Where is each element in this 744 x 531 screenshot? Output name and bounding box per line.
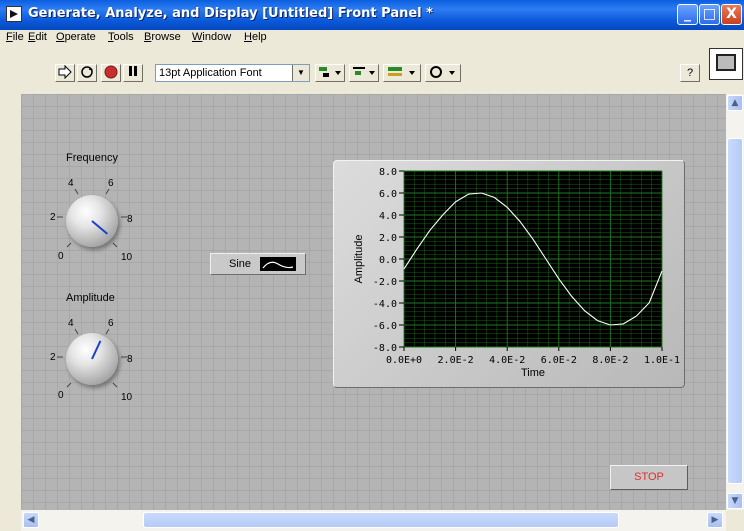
- distribute-objects-button[interactable]: [349, 64, 379, 82]
- y-tick-label: 4.0: [379, 211, 397, 222]
- amplitude-tick-4: 4: [68, 318, 74, 329]
- y-tick-label: 2.0: [379, 233, 397, 244]
- frequency-knob[interactable]: [66, 195, 118, 247]
- y-tick-label: 8.0: [379, 167, 397, 178]
- minimize-button[interactable]: _: [677, 4, 698, 25]
- amplitude-tick-8: 8: [127, 354, 133, 365]
- waveform-graph[interactable]: 8.0 6.0 4.0 2.0 0.0 -2.0 -4.0 -6.0 -8.0 0.0E+0 2.0…: [333, 160, 685, 388]
- menu-tools[interactable]: Tools: [108, 31, 134, 43]
- scroll-right-icon[interactable]: ▶: [707, 512, 723, 528]
- amplitude-tick-6: 6: [108, 318, 114, 329]
- align-objects-button[interactable]: [315, 64, 345, 82]
- resize-objects-icon: [388, 67, 415, 76]
- vertical-scrollbar[interactable]: ▲ ▼: [726, 94, 744, 510]
- x-tick-label: 2.0E-2: [438, 355, 474, 366]
- close-button[interactable]: X: [721, 4, 742, 25]
- scroll-left-icon[interactable]: ◀: [23, 512, 39, 528]
- menu-edit[interactable]: Edit: [28, 31, 47, 43]
- run-button[interactable]: [55, 64, 75, 82]
- y-tick-label: -6.0: [373, 321, 397, 332]
- chevron-down-icon: ▼: [292, 65, 309, 81]
- abort-button[interactable]: [101, 64, 121, 82]
- signal-type-selector[interactable]: Sine: [210, 253, 306, 275]
- y-tick-label: 6.0: [379, 189, 397, 200]
- x-tick-label: 6.0E-2: [541, 355, 577, 366]
- frequency-tick-4: 4: [68, 178, 74, 189]
- abort-icon: [104, 65, 118, 79]
- y-tick-label: -8.0: [373, 343, 397, 354]
- waveform-chart: 8.0 6.0 4.0 2.0 0.0 -2.0 -4.0 -6.0 -8.00.0E+0 2.0…: [353, 167, 680, 379]
- run-continuously-icon: [81, 66, 93, 78]
- align-objects-icon: [319, 67, 341, 77]
- font-selector[interactable]: 13pt Application Font ▼: [155, 64, 310, 82]
- pause-icon: [129, 66, 137, 76]
- menu-browse[interactable]: Browse: [144, 31, 181, 43]
- run-continuously-button[interactable]: [77, 64, 97, 82]
- frequency-tick-8: 8: [127, 214, 133, 225]
- amplitude-knob-needle: [91, 340, 102, 360]
- menu-operate[interactable]: Operate: [56, 31, 96, 43]
- help-button[interactable]: ?: [680, 64, 700, 82]
- horizontal-scrollbar[interactable]: ◀ ▶: [21, 510, 726, 531]
- menu-window[interactable]: Window: [192, 31, 232, 43]
- vertical-scroll-thumb[interactable]: [727, 138, 743, 484]
- title-bar: Generate, Analyze, and Display [Untitled…: [0, 0, 744, 30]
- maximize-button[interactable]: □: [699, 4, 720, 25]
- scroll-down-icon[interactable]: ▼: [727, 493, 743, 509]
- resize-objects-button[interactable]: [383, 64, 421, 82]
- x-tick-label: 0.0E+0: [386, 355, 422, 366]
- reorder-button[interactable]: [425, 64, 461, 82]
- scroll-up-icon[interactable]: ▲: [727, 95, 743, 111]
- sine-wave-icon: [260, 257, 296, 271]
- y-axis-label: Amplitude: [353, 235, 365, 284]
- menu-bar: File Edit Operate Tools Browse Window He…: [0, 30, 744, 46]
- amplitude-knob[interactable]: [66, 333, 118, 385]
- pause-button[interactable]: [123, 64, 143, 82]
- frequency-tick-10: 10: [121, 252, 133, 263]
- y-tick-label: -2.0: [373, 277, 397, 288]
- x-tick-label: 4.0E-2: [489, 355, 525, 366]
- x-axis-label: Time: [521, 367, 545, 379]
- menu-help[interactable]: Help: [244, 31, 267, 43]
- signal-type-value: Sine: [229, 258, 252, 270]
- amplitude-tick-2: 2: [50, 352, 56, 363]
- stop-button[interactable]: STOP: [610, 465, 688, 490]
- frequency-knob-needle: [91, 220, 108, 235]
- reorder-icon: [430, 66, 455, 78]
- amplitude-tick-0: 0: [58, 390, 64, 401]
- amplitude-tick-10: 10: [121, 392, 133, 403]
- distribute-objects-icon: [353, 67, 375, 75]
- y-tick-label: 0.0: [379, 255, 397, 266]
- frequency-tick-6: 6: [108, 178, 114, 189]
- font-selector-value: 13pt Application Font: [159, 67, 262, 79]
- vi-icon: [709, 48, 743, 80]
- amplitude-label: Amplitude: [66, 292, 115, 304]
- run-arrow-icon: [58, 64, 72, 80]
- menu-file[interactable]: File: [6, 31, 24, 43]
- window-title: Generate, Analyze, and Display [Untitled…: [28, 6, 433, 21]
- toolbar: 13pt Application Font ▼ ?: [0, 46, 744, 92]
- frequency-label: Frequency: [66, 152, 118, 164]
- x-tick-label: 1.0E-1: [644, 355, 680, 366]
- frequency-tick-2: 2: [50, 212, 56, 223]
- horizontal-scroll-thumb[interactable]: [143, 512, 619, 528]
- labview-icon: [6, 6, 22, 22]
- sine-series-line: [403, 192, 663, 326]
- x-tick-label: 8.0E-2: [592, 355, 628, 366]
- y-tick-label: -4.0: [373, 299, 397, 310]
- frequency-tick-0: 0: [58, 251, 64, 262]
